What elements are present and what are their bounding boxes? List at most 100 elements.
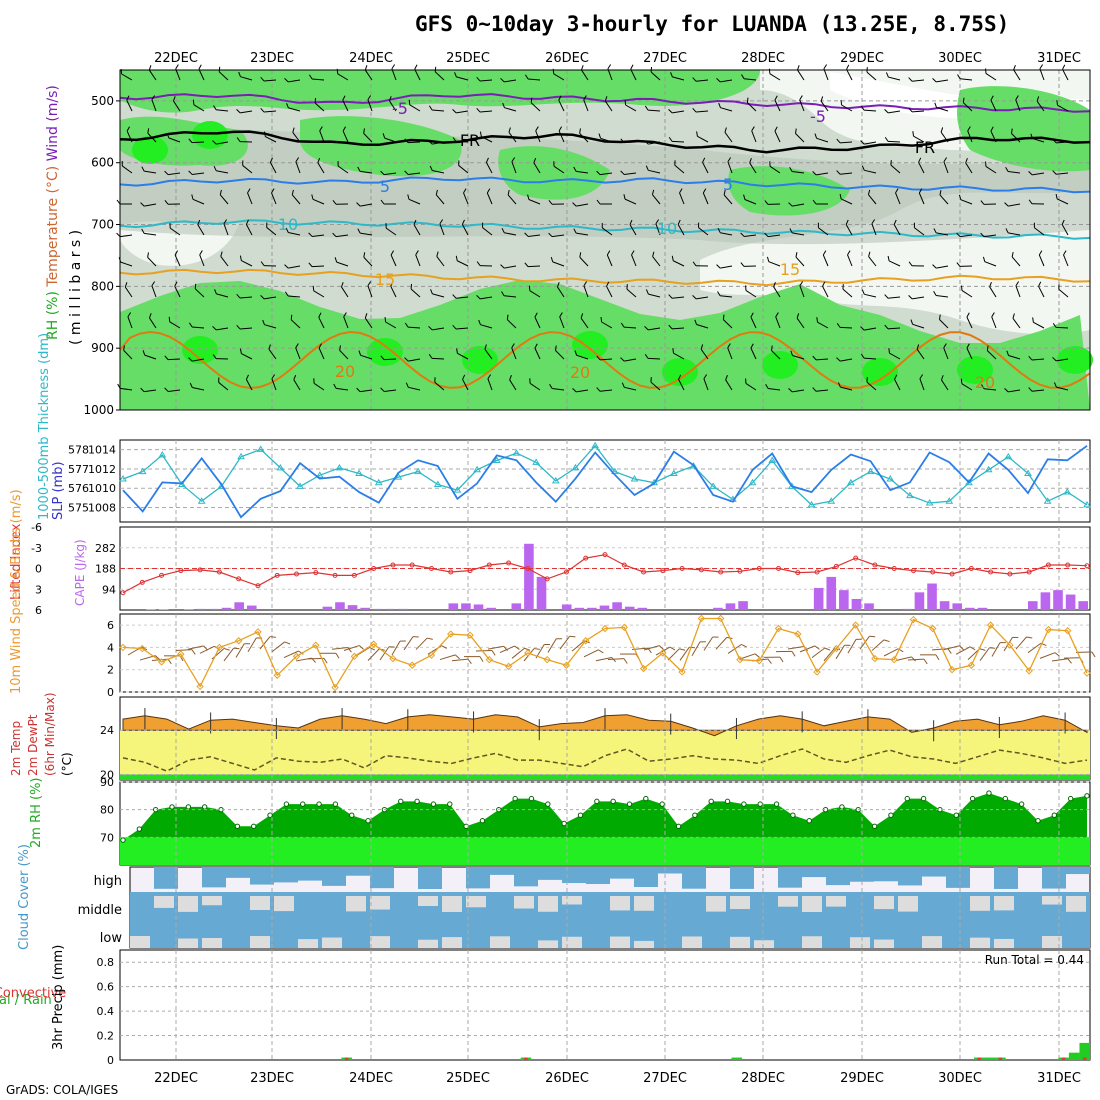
- wind-barb-flag: [740, 262, 745, 267]
- wind-barb: [339, 345, 349, 360]
- wind-barb-flag: [1005, 166, 1009, 172]
- wind-barb-shaft: [511, 161, 517, 174]
- rh-marker: [365, 818, 371, 824]
- wind-barb: [607, 658, 628, 664]
- cape-bar: [209, 608, 219, 610]
- wind-speed-marker: [485, 655, 494, 664]
- wind-barb-flag: [456, 348, 458, 354]
- wind-barb-shaft: [265, 136, 277, 143]
- wind-barb: [723, 189, 733, 205]
- wind-barb-flag: [506, 314, 509, 320]
- wind-barb-flag: [598, 133, 602, 139]
- wind-barb: [168, 316, 181, 329]
- wind-barb: [908, 295, 925, 300]
- wind-barb-shaft: [1056, 172, 1069, 175]
- wind-speed-marker: [871, 654, 879, 663]
- wind-barb: [308, 74, 325, 81]
- cloud-middle-cell: [730, 896, 750, 910]
- wind-barb: [439, 654, 460, 661]
- lifted-index-marker: [371, 566, 377, 571]
- wind-barb-shaft: [240, 296, 253, 299]
- wind-barb-shaft: [943, 161, 949, 174]
- wind-barb-flag: [718, 102, 721, 108]
- wind-barb-flag: [961, 285, 963, 291]
- wind-barb: [404, 170, 421, 175]
- x-tick-label: 29DEC: [840, 1071, 884, 1086]
- wind-barb-flag: [527, 194, 530, 200]
- wind-barb-flag: [559, 312, 563, 318]
- wind-barb-shaft: [504, 232, 517, 236]
- wind-barb-shaft: [939, 194, 949, 205]
- cloud-high-cell: [1042, 867, 1066, 889]
- wind-barb-shaft: [912, 323, 925, 329]
- wind-barb-flag: [1061, 219, 1065, 225]
- wind-barb-flag: [295, 157, 300, 162]
- wind-barb: [191, 194, 205, 205]
- wind-barb: [790, 350, 805, 360]
- y-axis-label: Convective: [0, 986, 66, 1001]
- wind-barb-shaft: [407, 326, 421, 329]
- wind-barb: [861, 289, 877, 298]
- wind-barb-shaft: [771, 350, 781, 360]
- wind-barb-flag: [260, 295, 265, 300]
- wind-speed-marker: [678, 668, 686, 676]
- wind-barb-flag: [775, 312, 779, 318]
- wind-barb-flag: [746, 97, 749, 103]
- wind-barb-flag: [1053, 382, 1057, 388]
- wind-barb-flag: [910, 319, 914, 325]
- wind-barb: [318, 312, 325, 329]
- wind-barb-shaft: [893, 224, 901, 236]
- wind-barb-flag: [990, 126, 994, 132]
- wind-barb: [548, 199, 565, 205]
- wind-barb-shaft: [481, 136, 493, 143]
- wind-barb-flag: [452, 324, 457, 330]
- wind-barb-flag: [743, 194, 746, 200]
- wind-barb-shaft: [199, 645, 215, 654]
- wind-barb-shaft: [484, 348, 493, 360]
- wind-barb: [405, 382, 421, 391]
- lifted-index-marker: [795, 570, 801, 576]
- rh-marker: [316, 801, 322, 807]
- wind-barb-flag: [534, 312, 538, 318]
- wind-barb-shaft: [126, 99, 133, 112]
- wind-barb-shaft: [913, 135, 925, 143]
- lifted-index-marker: [641, 569, 647, 575]
- cloud-high-cell: [202, 867, 226, 888]
- x-tick-label: 24DEC: [349, 1071, 393, 1086]
- wind-barb: [702, 157, 709, 174]
- wind-barb: [933, 228, 949, 236]
- wind-barb: [820, 96, 829, 112]
- wind-speed-marker: [832, 644, 841, 653]
- wind-barb-shaft: [385, 227, 397, 236]
- wind-barb-flag: [630, 64, 634, 70]
- wind-barb-flag: [668, 109, 673, 114]
- wind-barb-shaft: [939, 319, 949, 329]
- lifted-index-marker: [814, 569, 820, 575]
- wind-barb-shaft: [768, 388, 781, 391]
- wind-barb-shaft: [747, 102, 757, 112]
- wind-barb-flag: [623, 194, 626, 200]
- wind-barb: [1058, 284, 1069, 298]
- wind-barb-flag: [816, 317, 818, 323]
- wind-barb: [716, 264, 733, 269]
- wind-barb: [823, 64, 829, 81]
- wind-barb-shaft: [750, 347, 757, 360]
- wind-barb-shaft: [173, 100, 181, 112]
- wind-barb-flag: [1058, 284, 1060, 290]
- wind-barb-flag: [645, 165, 649, 171]
- cape-bar: [1053, 590, 1063, 610]
- wind-barb-shaft: [599, 358, 613, 361]
- x-tick-label: 25DEC: [446, 1071, 490, 1086]
- wind-speed-marker: [312, 641, 320, 649]
- wind-barb: [311, 194, 325, 205]
- wind-barb-flag: [367, 95, 372, 100]
- wind-barb-flag: [313, 378, 315, 384]
- wind-barb-shaft: [866, 71, 877, 81]
- wind-barb-shaft: [581, 69, 589, 81]
- wind-barb: [1052, 322, 1069, 329]
- isotherm-line: [119, 176, 1091, 194]
- rh-marker: [561, 820, 567, 827]
- wind-barb-flag: [626, 284, 628, 290]
- wind-barb-shaft: [1038, 286, 1045, 298]
- wind-barb-shaft: [144, 170, 157, 174]
